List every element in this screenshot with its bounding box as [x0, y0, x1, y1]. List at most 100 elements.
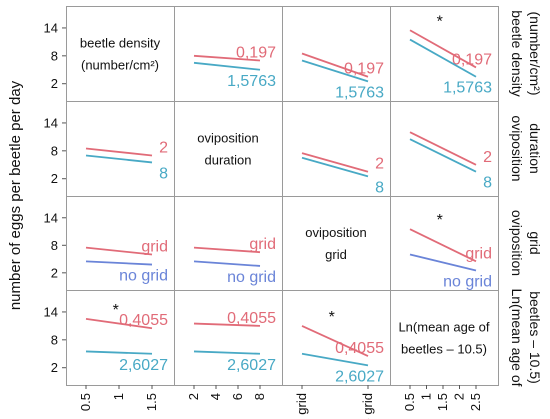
x-tick-label: grid: [294, 393, 309, 415]
x-tick-label: 0.5: [402, 393, 417, 411]
series-line: [301, 59, 369, 83]
row-variable-label: beetle density: [509, 10, 525, 96]
series-line: [193, 61, 261, 71]
y-tick-label: 2: [51, 360, 58, 375]
series-label: 2,6027: [335, 368, 384, 385]
y-tick-label: 2: [51, 265, 58, 280]
series-line: [409, 228, 477, 263]
diagonal-variable-label: oviposition: [305, 225, 366, 240]
row-variable-label: beetles – 10.5): [527, 291, 543, 384]
x-tick-label: 2.5: [468, 393, 483, 411]
y-tick-label: 8: [51, 48, 58, 63]
series-line: [301, 352, 369, 367]
series-label: 0,4055: [119, 312, 168, 329]
series-label: 2: [159, 139, 168, 156]
series-label: 8: [483, 175, 492, 192]
series-label: 1,5763: [227, 73, 276, 90]
x-tick-label: 1: [111, 393, 126, 400]
series-label: 2,6027: [227, 357, 276, 374]
significance-star: *: [437, 212, 443, 229]
y-tick-label: 14: [44, 304, 58, 319]
diagonal-variable-label: grid: [325, 247, 347, 262]
x-tick-label: 1.5: [435, 393, 450, 411]
series-label: 2: [483, 149, 492, 166]
series-label: grid: [465, 245, 492, 262]
series-line: [85, 147, 153, 157]
x-tick-label: 6: [230, 393, 245, 400]
row-variable-label: duration: [527, 123, 543, 174]
panel-frame: [174, 101, 283, 197]
x-tick-label: no grid: [360, 393, 375, 419]
series-line: [409, 131, 477, 166]
series-label: 0,4055: [335, 340, 384, 357]
series-label: no grid: [119, 268, 168, 285]
x-tick-label: 1: [419, 393, 434, 400]
series-line: [193, 260, 261, 267]
x-tick-label: 1.5: [144, 393, 159, 411]
series-label: 0,197: [236, 44, 276, 61]
y-tick-label: 14: [44, 20, 58, 35]
series-label: 1,5763: [335, 84, 384, 101]
series-line: [193, 246, 261, 254]
series-line: [193, 322, 261, 327]
diagonal-variable-label: duration: [205, 153, 252, 168]
panel-frame: [390, 290, 499, 386]
series-line: [85, 318, 153, 330]
x-tick-label: 4: [208, 393, 223, 400]
diagonal-variable-label: beetles – 10.5): [401, 342, 487, 357]
series-line: [193, 350, 261, 355]
series-label: grid: [141, 238, 168, 255]
series-line: [85, 154, 153, 164]
series-label: 2,6027: [119, 357, 168, 374]
y-tick-label: 2: [51, 171, 58, 186]
series-line: [85, 260, 153, 266]
series-label: no grid: [443, 274, 492, 291]
y-tick-label: 8: [51, 332, 58, 347]
significance-star: *: [113, 302, 119, 319]
series-label: 8: [375, 179, 384, 196]
series-label: 0,197: [452, 51, 492, 68]
diagonal-variable-label: beetle density: [80, 36, 161, 51]
series-line: [409, 38, 477, 78]
y-tick-label: 14: [44, 115, 58, 130]
row-variable-label: Ln(mean age of: [509, 288, 525, 386]
series-label: 0,197: [344, 61, 384, 78]
y-tick-label: 8: [51, 143, 58, 158]
series-line: [301, 52, 369, 78]
row-variable-label: oviposition: [509, 210, 525, 276]
series-line: [85, 350, 153, 355]
y-tick-label: 8: [51, 238, 58, 253]
series-line: [409, 29, 477, 69]
series-label: 2: [375, 156, 384, 173]
x-tick-label: 2: [452, 393, 467, 400]
series-label: no grid: [227, 269, 276, 286]
series-label: 8: [159, 165, 168, 182]
series-line: [193, 54, 261, 62]
y-tick-label: 2: [51, 76, 58, 91]
diagonal-variable-label: oviposition: [197, 131, 258, 146]
series-line: [409, 138, 477, 173]
x-tick-label: 0.5: [78, 393, 93, 411]
row-variable-label: grid: [527, 231, 543, 254]
panel-frame: [66, 6, 175, 102]
series-label: grid: [249, 236, 276, 253]
panel-frame: [282, 196, 391, 291]
series-line: [301, 325, 369, 357]
x-tick-label: 2: [186, 393, 201, 400]
y-axis-title: number of eggs per beetle per day: [7, 80, 24, 310]
series-line: [301, 152, 369, 173]
series-line: [85, 246, 153, 256]
series-line: [409, 253, 477, 272]
series-label: 1,5763: [443, 80, 492, 97]
series-line: [301, 156, 369, 178]
y-tick-label: 14: [44, 210, 58, 225]
row-variable-label: (number/cm²): [527, 11, 543, 95]
row-variable-label: oviposition: [509, 115, 525, 181]
x-tick-label: 8: [252, 393, 267, 400]
significance-star: *: [329, 309, 335, 326]
series-label: 0,4055: [227, 310, 276, 327]
diagonal-variable-label: (number/cm²): [81, 58, 159, 73]
significance-star: *: [437, 13, 443, 30]
